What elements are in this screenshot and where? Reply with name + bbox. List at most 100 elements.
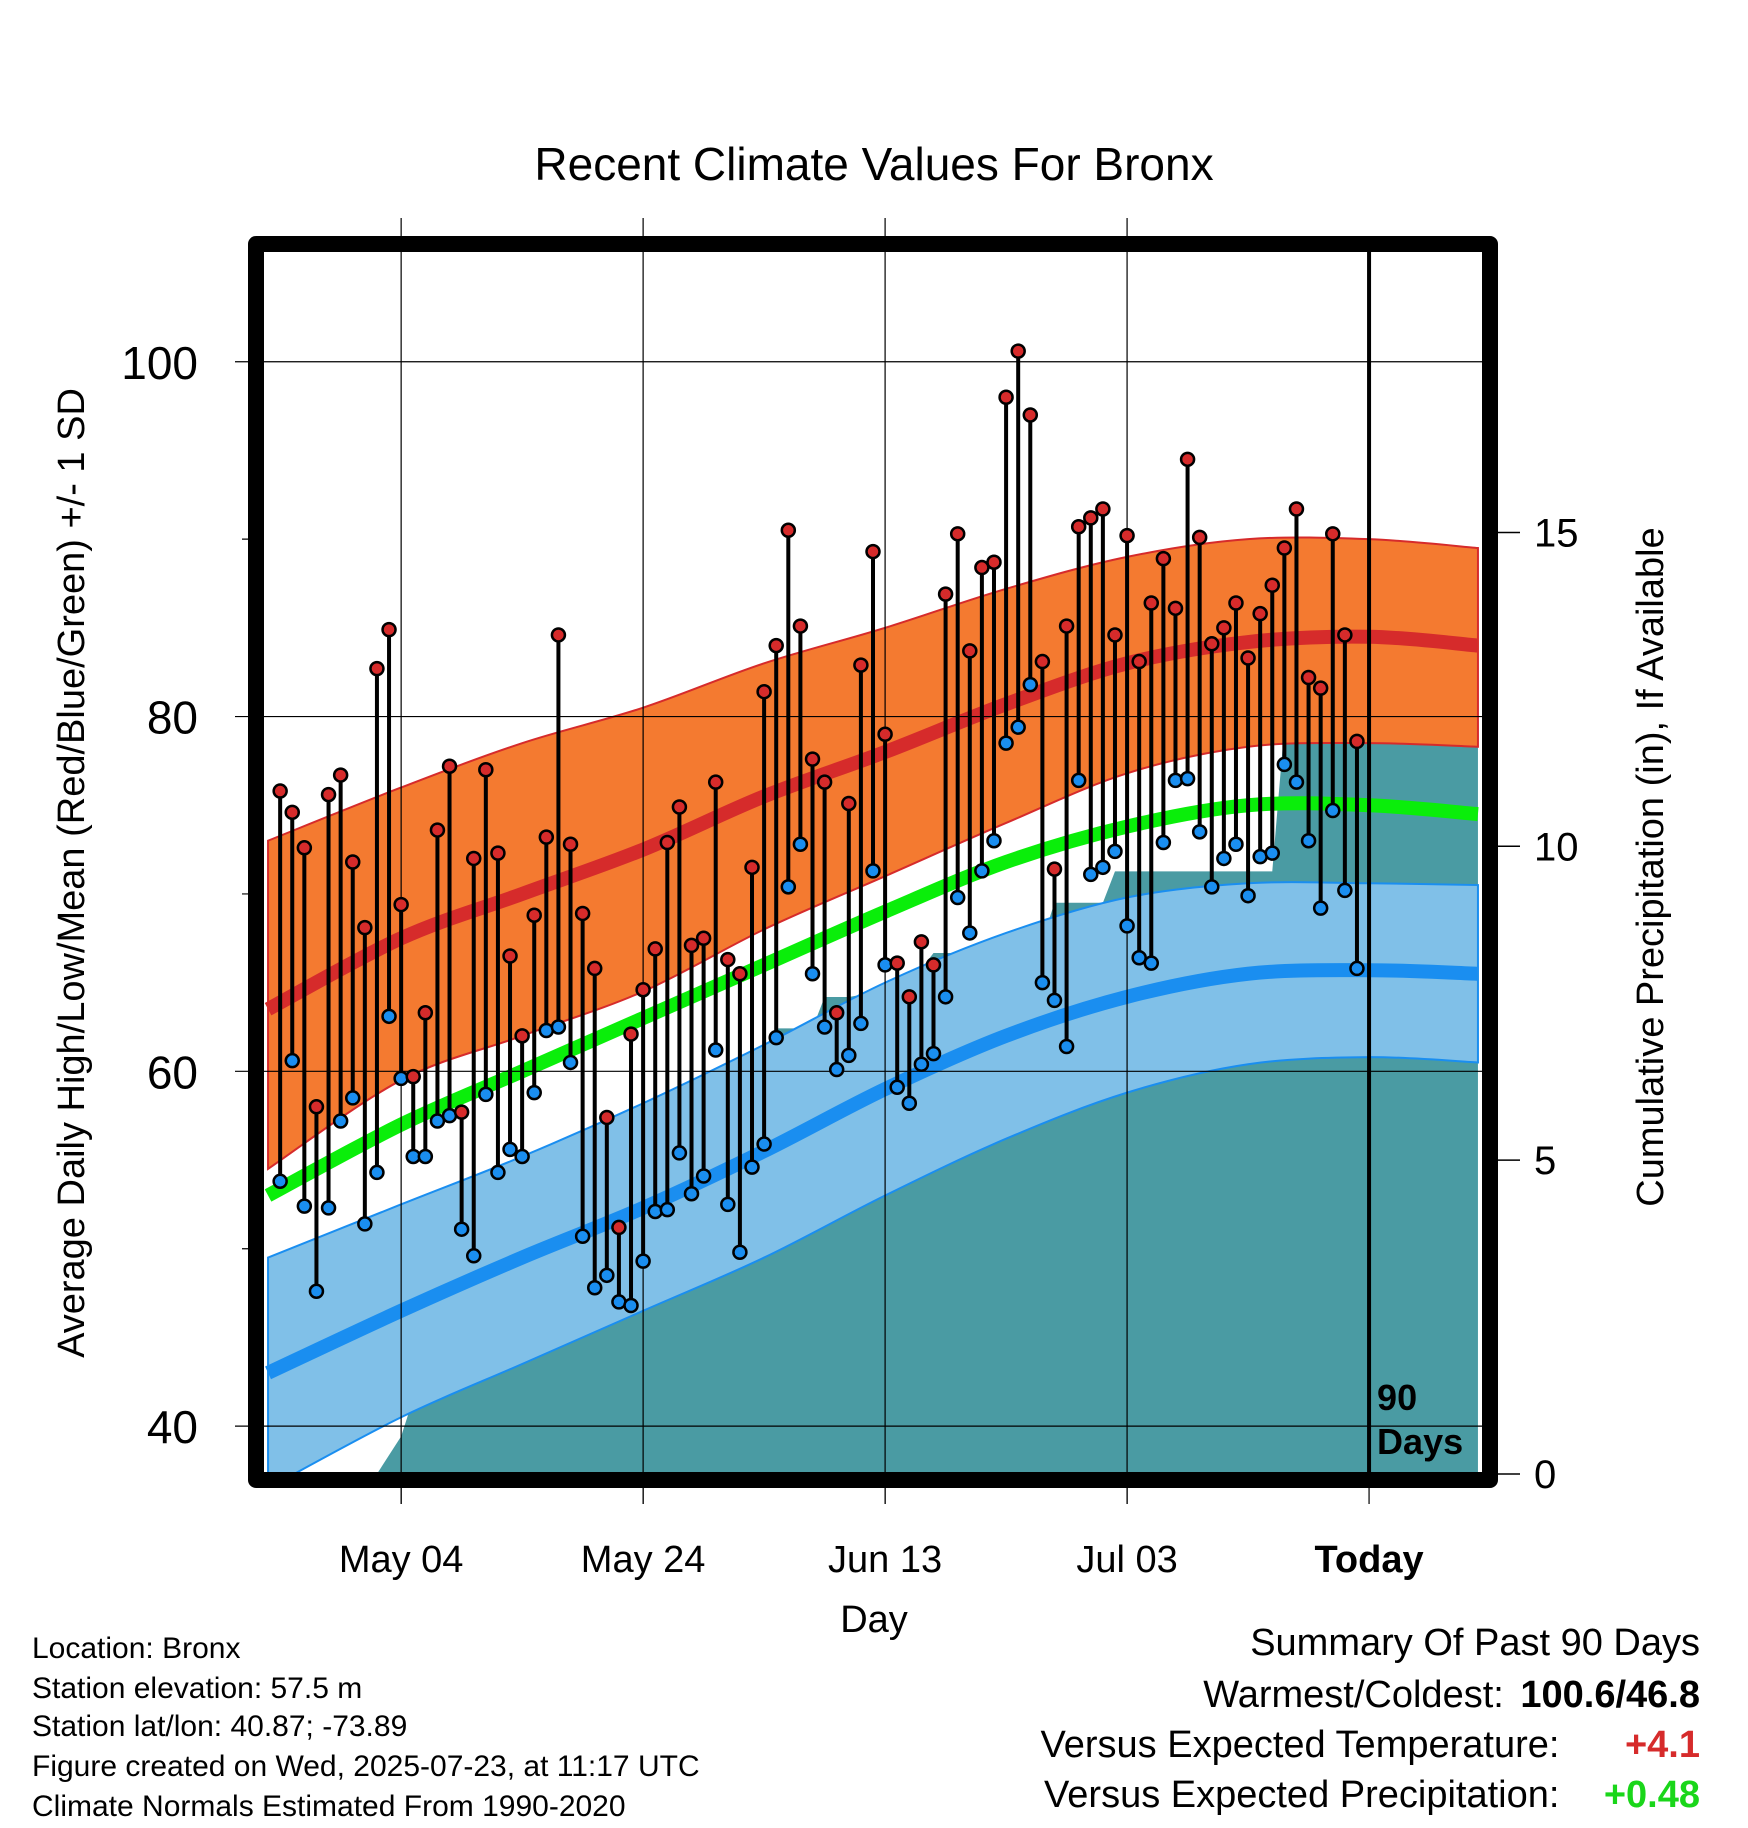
daily-low-point <box>1107 843 1123 860</box>
temp-vs-expected-value: +4.1 <box>1624 1724 1700 1766</box>
daily-high-point <box>453 1104 470 1120</box>
daily-low-point <box>647 1203 663 1220</box>
daily-high-point <box>1228 595 1244 611</box>
daily-low-point <box>853 1015 869 1032</box>
daily-low-point <box>465 1248 482 1264</box>
daily-high-point <box>574 905 591 922</box>
daily-low-point <box>768 1029 784 1046</box>
daily-low-point <box>744 1159 760 1175</box>
daily-low-point <box>877 957 893 973</box>
daily-high-point <box>623 1026 639 1042</box>
daily-high-point <box>599 1109 615 1126</box>
daily-high-point <box>308 1099 325 1115</box>
summary-heading: Summary Of Past 90 Days <box>1250 1622 1700 1664</box>
daily-observations <box>272 343 1365 1314</box>
daily-low-point <box>284 1052 300 1069</box>
daily-low-point <box>1070 772 1087 789</box>
daily-high-point <box>1300 669 1317 686</box>
daily-high-point <box>877 726 893 743</box>
y-right-tick-label: 15 <box>1534 511 1579 555</box>
daily-low-point <box>1034 974 1051 991</box>
daily-low-point <box>332 1113 349 1129</box>
daily-low-point <box>1228 836 1244 853</box>
y-left-tick-label: 60 <box>147 1046 198 1098</box>
daily-high-point <box>1010 343 1026 359</box>
daily-high-point <box>792 618 809 634</box>
daily-low-point <box>1083 866 1099 883</box>
daily-high-point <box>671 799 688 815</box>
x-tick-label: Jul 03 <box>1076 1539 1177 1581</box>
daily-low-point <box>1191 824 1208 840</box>
daily-high-point <box>465 850 482 867</box>
daily-high-point <box>1155 550 1172 567</box>
precip-vs-expected-label: Versus Expected Precipitation: <box>1044 1774 1560 1816</box>
x-tick-label: May 24 <box>581 1539 706 1581</box>
daily-low-point <box>998 735 1014 751</box>
info-location: Location: Bronx <box>32 1632 241 1665</box>
daily-high-point <box>1240 650 1256 666</box>
daily-low-point <box>490 1164 506 1181</box>
info-created: Figure created on Wed, 2025-07-23, at 11… <box>32 1750 700 1783</box>
daily-low-point <box>344 1090 361 1106</box>
daily-high-point <box>865 543 881 560</box>
daily-low-point <box>720 1196 736 1213</box>
daily-low-point <box>393 1070 409 1087</box>
daily-low-point <box>828 1061 845 1078</box>
daily-low-point <box>526 1084 542 1101</box>
daily-high-point <box>538 829 555 845</box>
daily-high-point <box>1252 605 1268 622</box>
warmest-coldest-value: 100.6/46.8 <box>1520 1674 1700 1716</box>
low-sd-band <box>267 881 1479 1474</box>
daily-low-point <box>974 863 990 879</box>
daily-high-point <box>502 948 518 964</box>
daily-high-point <box>344 854 361 870</box>
daily-high-point <box>647 941 663 957</box>
daily-high-point <box>332 767 349 783</box>
daily-low-point <box>478 1086 494 1103</box>
daily-high-point <box>1119 527 1135 544</box>
daily-high-point <box>1167 600 1184 617</box>
daily-high-point <box>1337 627 1353 643</box>
daily-low-point <box>586 1279 603 1296</box>
daily-high-point <box>1022 407 1039 423</box>
chart-title: Recent Climate Values For Bronx <box>534 138 1213 190</box>
daily-high-point <box>744 859 760 876</box>
daily-high-point <box>1216 620 1232 636</box>
daily-low-point <box>574 1228 591 1245</box>
daily-high-point <box>272 783 288 799</box>
daily-low-point <box>1337 882 1353 899</box>
daily-high-point <box>1276 540 1293 556</box>
daily-high-point <box>562 836 579 853</box>
daily-high-point <box>405 1068 421 1085</box>
daily-high-point <box>986 554 1002 570</box>
daily-high-point <box>659 834 676 851</box>
y-right-tick-label: 10 <box>1534 825 1579 869</box>
daily-high-point <box>756 683 772 700</box>
daily-high-point <box>1325 526 1341 542</box>
daily-high-point <box>1179 451 1196 468</box>
today-window-label-days: Days <box>1377 1421 1463 1462</box>
daily-low-point <box>816 1019 833 1035</box>
daily-high-point <box>1107 627 1123 643</box>
info-latlon: Station lat/lon: 40.87; -73.89 <box>32 1710 408 1743</box>
temp-vs-expected-label: Versus Expected Temperature: <box>1040 1724 1560 1766</box>
daily-high-point <box>804 751 821 767</box>
daily-low-point <box>357 1216 373 1232</box>
daily-low-point <box>417 1148 434 1165</box>
daily-low-point <box>889 1079 905 1096</box>
daily-high-point <box>1058 618 1075 634</box>
daily-high-point <box>478 762 494 778</box>
daily-low-point <box>1167 772 1184 789</box>
daily-low-point <box>937 989 954 1005</box>
daily-low-point <box>1143 955 1160 971</box>
daily-low-point <box>562 1054 579 1071</box>
daily-low-point <box>1288 774 1305 790</box>
daily-low-point <box>1264 845 1281 861</box>
daily-low-point <box>599 1267 615 1284</box>
daily-low-point <box>925 1045 942 1062</box>
daily-high-point <box>841 795 857 812</box>
y-right-tick-label: 0 <box>1534 1453 1556 1497</box>
daily-low-point <box>659 1201 676 1218</box>
daily-high-point <box>320 786 337 803</box>
